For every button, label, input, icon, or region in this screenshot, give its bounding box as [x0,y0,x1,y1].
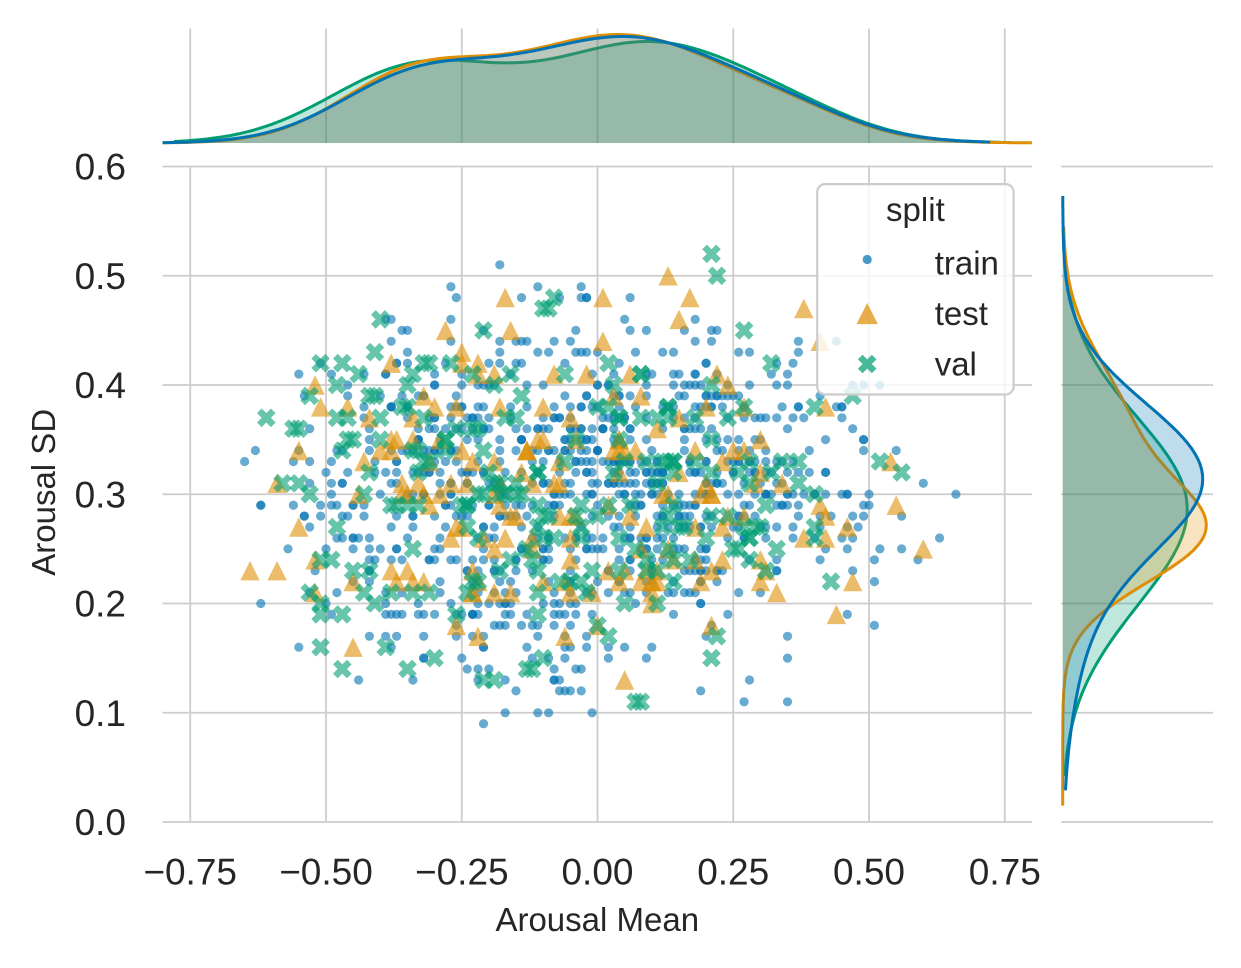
svg-text:val: val [935,345,977,382]
svg-text:Arousal Mean: Arousal Mean [495,901,699,938]
svg-text:−0.50: −0.50 [279,851,373,892]
svg-text:0.1: 0.1 [75,693,126,734]
svg-text:test: test [935,295,988,332]
svg-text:−0.25: −0.25 [415,851,509,892]
svg-text:train: train [935,245,999,282]
svg-text:0.6: 0.6 [75,147,126,188]
svg-text:0.25: 0.25 [697,851,769,892]
svg-text:0.00: 0.00 [561,851,633,892]
svg-text:0.4: 0.4 [75,365,126,406]
svg-text:Arousal SD: Arousal SD [25,409,62,576]
svg-text:−0.75: −0.75 [143,851,237,892]
svg-text:split: split [886,191,945,228]
svg-text:0.3: 0.3 [75,474,126,515]
svg-text:0.0: 0.0 [75,802,126,843]
svg-text:0.75: 0.75 [969,851,1041,892]
svg-text:0.2: 0.2 [75,584,126,625]
svg-text:0.5: 0.5 [75,256,126,297]
svg-text:0.50: 0.50 [833,851,905,892]
